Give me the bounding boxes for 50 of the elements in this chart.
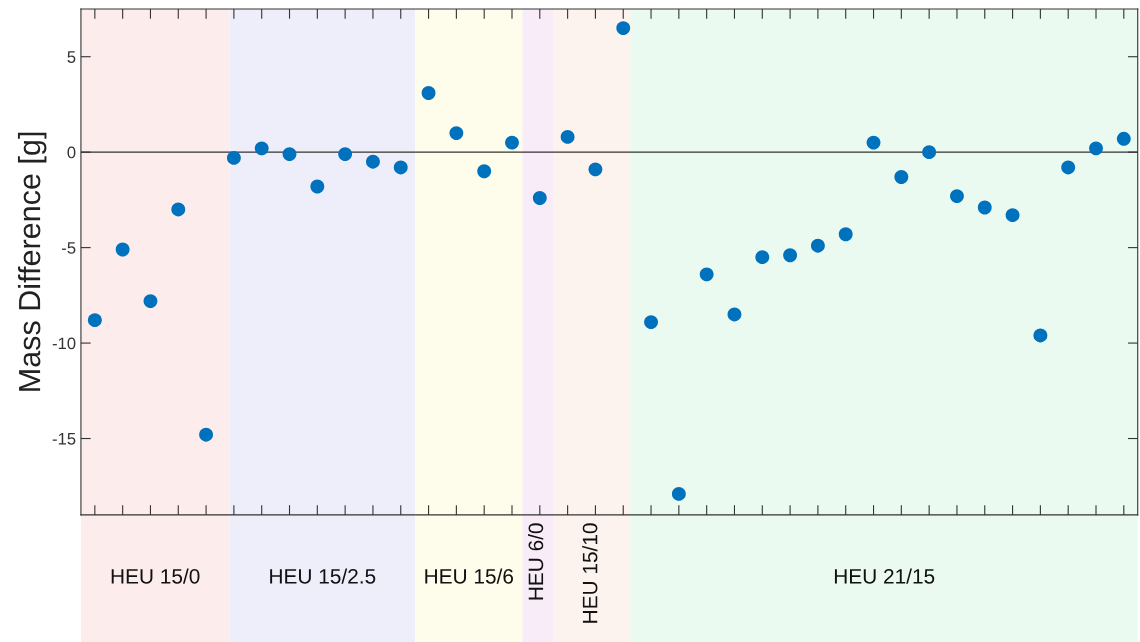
point (1089, 141, 1103, 156)
point (894, 170, 909, 184)
point (560, 129, 575, 144)
text: HEU 15/2.5 (270, 568, 376, 584)
point (449, 126, 464, 141)
point (810, 238, 825, 253)
point (310, 179, 325, 194)
point (393, 160, 408, 175)
y-tick-label: 5 (67, 51, 76, 63)
point (1061, 160, 1076, 175)
point (616, 21, 631, 36)
point (588, 162, 603, 177)
point (366, 154, 380, 169)
point (338, 147, 353, 162)
point (977, 200, 992, 215)
point (1116, 131, 1131, 146)
y-tick-label: -10 (52, 337, 76, 350)
point (644, 315, 658, 330)
text: HEU 21/15 (834, 568, 935, 584)
point (477, 164, 492, 179)
point (1005, 208, 1020, 223)
point (115, 242, 130, 257)
point (282, 147, 297, 162)
y-tick-label: 0 (67, 146, 76, 159)
point (199, 427, 214, 442)
point (532, 191, 547, 205)
point (254, 141, 269, 156)
point (671, 486, 686, 501)
point (1033, 328, 1048, 343)
y-tick-label: -15 (52, 433, 76, 445)
point (866, 135, 881, 150)
point (143, 294, 158, 309)
point (950, 189, 964, 204)
y-tick-label: -5 (62, 242, 76, 254)
point (87, 313, 102, 328)
point (922, 145, 937, 160)
point (171, 202, 186, 217)
y-axis-title: Mass Difference [g] (17, 132, 47, 391)
point (226, 150, 241, 165)
point (755, 250, 770, 265)
point (421, 86, 436, 100)
point (783, 248, 798, 263)
text: HEU 15/6 (425, 568, 514, 584)
point (699, 267, 714, 282)
point (838, 227, 853, 242)
text: HEU 15/0 (111, 568, 200, 584)
text: HEU 6/0 (527, 523, 544, 600)
point (505, 135, 519, 150)
point (727, 307, 742, 322)
text: HEU 15/10 (582, 523, 598, 623)
